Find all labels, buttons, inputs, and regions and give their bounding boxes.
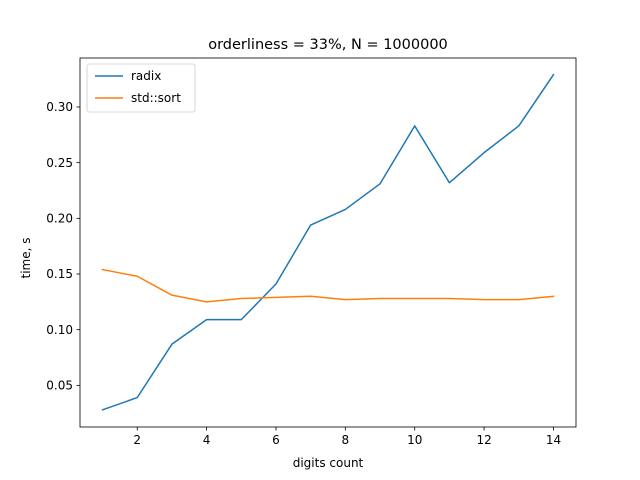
x-tick-label: 14 — [546, 433, 561, 447]
legend-label: radix — [131, 69, 161, 83]
y-axis-label: time, s — [19, 238, 33, 279]
y-tick-label: 0.05 — [46, 379, 73, 393]
chart-title: orderliness = 33%, N = 1000000 — [208, 37, 448, 53]
x-tick-label: 10 — [407, 433, 422, 447]
x-axis-label: digits count — [293, 456, 364, 470]
series-line-radix — [101, 73, 555, 411]
plot-area: 2 4 6 8 10 12 14 0.05 0.10 0.15 0.20 0.25 0.30 — [46, 57, 577, 447]
x-tick-label: 6 — [272, 433, 280, 447]
series-line-std-sort — [101, 268, 555, 303]
x-tick-label: 2 — [133, 433, 141, 447]
x-tick-label: 12 — [476, 433, 491, 447]
y-tick-label: 0.25 — [46, 156, 73, 170]
x-tick-label: 4 — [203, 433, 211, 447]
legend-label: std::sort — [131, 91, 181, 105]
y-tick-label: 0.15 — [46, 267, 73, 281]
y-tick-label: 0.10 — [46, 323, 73, 337]
x-tick-label: 8 — [342, 433, 350, 447]
y-tick-label: 0.20 — [46, 212, 73, 226]
y-tick-label: 0.30 — [46, 100, 73, 114]
axes-frame — [79, 57, 577, 428]
